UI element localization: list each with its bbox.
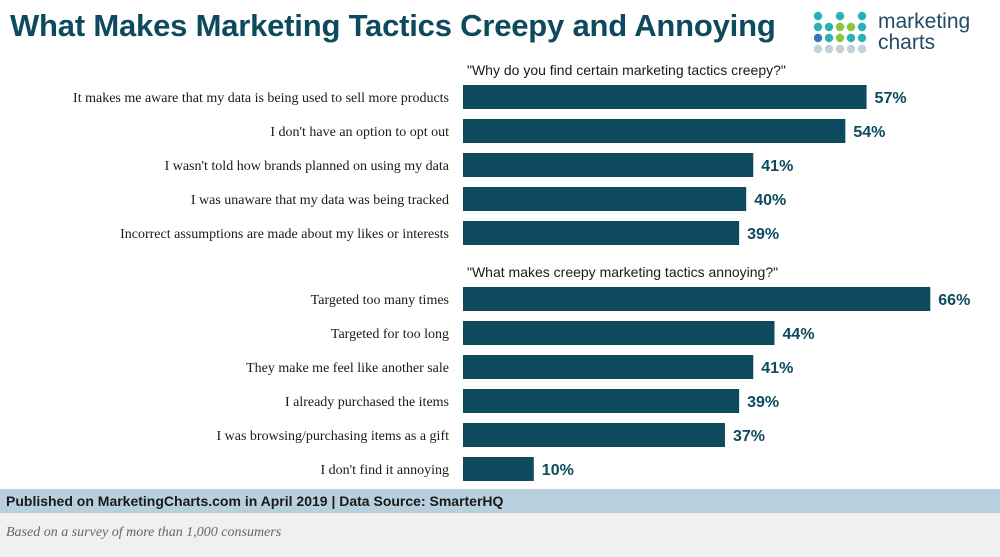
- bar: [463, 321, 775, 345]
- logo-dot: [857, 33, 867, 43]
- category-label: I was browsing/purchasing items as a gif…: [216, 429, 449, 444]
- logo-dot: [835, 44, 845, 54]
- logo-dots-icon: [813, 11, 867, 54]
- logo-dot: [846, 22, 856, 32]
- value-label: 37%: [733, 428, 765, 445]
- logo-dot: [813, 44, 823, 54]
- value-label: 57%: [875, 90, 907, 107]
- bar: [463, 355, 754, 379]
- category-label: I don't have an option to opt out: [270, 125, 449, 140]
- survey-note-band: Based on a survey of more than 1,000 con…: [0, 513, 1000, 557]
- logo-dot: [835, 11, 845, 21]
- survey-note: Based on a survey of more than 1,000 con…: [6, 525, 282, 540]
- group-heading-2: "What makes creepy marketing tactics ann…: [467, 264, 778, 280]
- logo-dot: [824, 33, 834, 43]
- group-heading-1: "Why do you find certain marketing tacti…: [467, 62, 786, 78]
- logo-dot: [857, 11, 867, 21]
- logo-dot: [857, 44, 867, 54]
- category-label: Targeted for too long: [331, 327, 449, 342]
- logo-dot: [857, 22, 867, 32]
- category-label: I don't find it annoying: [320, 463, 449, 478]
- category-label: I wasn't told how brands planned on usin…: [165, 159, 450, 174]
- logo-dot: [813, 33, 823, 43]
- category-label: I was unaware that my data was being tra…: [191, 193, 449, 208]
- bar: [463, 85, 867, 109]
- logo-line-1: marketing: [878, 10, 971, 33]
- bar: [463, 221, 740, 245]
- category-label: It makes me aware that my data is being …: [73, 91, 449, 106]
- logo-dot: [846, 44, 856, 54]
- category-label: They make me feel like another sale: [246, 361, 449, 376]
- logo-wordmark: marketing charts: [878, 11, 970, 53]
- category-label: I already purchased the items: [285, 395, 449, 410]
- logo-dot: [824, 44, 834, 54]
- bar: [463, 423, 725, 447]
- value-label: 39%: [747, 226, 779, 243]
- logo-dot: [813, 22, 823, 32]
- value-label: 39%: [747, 394, 779, 411]
- value-label: 41%: [761, 158, 793, 175]
- logo-dot: [813, 11, 823, 21]
- bar: [463, 187, 747, 211]
- logo-dot: [824, 22, 834, 32]
- value-label: 66%: [938, 292, 970, 309]
- chart-title: What Makes Marketing Tactics Creepy and …: [10, 8, 776, 43]
- category-label: Incorrect assumptions are made about my …: [120, 227, 449, 242]
- value-label: 54%: [853, 124, 885, 141]
- category-label: Targeted too many times: [311, 293, 449, 308]
- bar: [463, 389, 740, 413]
- value-label: 44%: [783, 326, 815, 343]
- logo-dot: [835, 33, 845, 43]
- value-label: 40%: [754, 192, 786, 209]
- bar: [463, 287, 931, 311]
- logo-dot: [846, 33, 856, 43]
- logo-dot: [835, 22, 845, 32]
- value-label: 10%: [542, 462, 574, 479]
- bar: [463, 119, 846, 143]
- bar: [463, 457, 534, 481]
- bar-chart: "Why do you find certain marketing tacti…: [73, 62, 970, 481]
- marketingcharts-logo: marketing charts: [812, 10, 997, 60]
- logo-line-2: charts: [878, 31, 936, 54]
- bar: [463, 153, 754, 177]
- source-footer: Published on MarketingCharts.com in Apri…: [0, 489, 1000, 513]
- value-label: 41%: [761, 360, 793, 377]
